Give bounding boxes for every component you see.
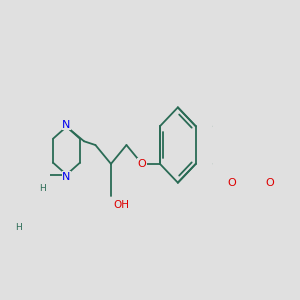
Text: O: O bbox=[138, 159, 146, 169]
Text: H: H bbox=[39, 184, 45, 193]
Text: O: O bbox=[266, 178, 274, 188]
Text: OH: OH bbox=[113, 200, 129, 210]
Text: H: H bbox=[15, 223, 22, 232]
Text: N: N bbox=[62, 172, 71, 182]
Text: N: N bbox=[62, 120, 71, 130]
Text: O: O bbox=[227, 178, 236, 188]
